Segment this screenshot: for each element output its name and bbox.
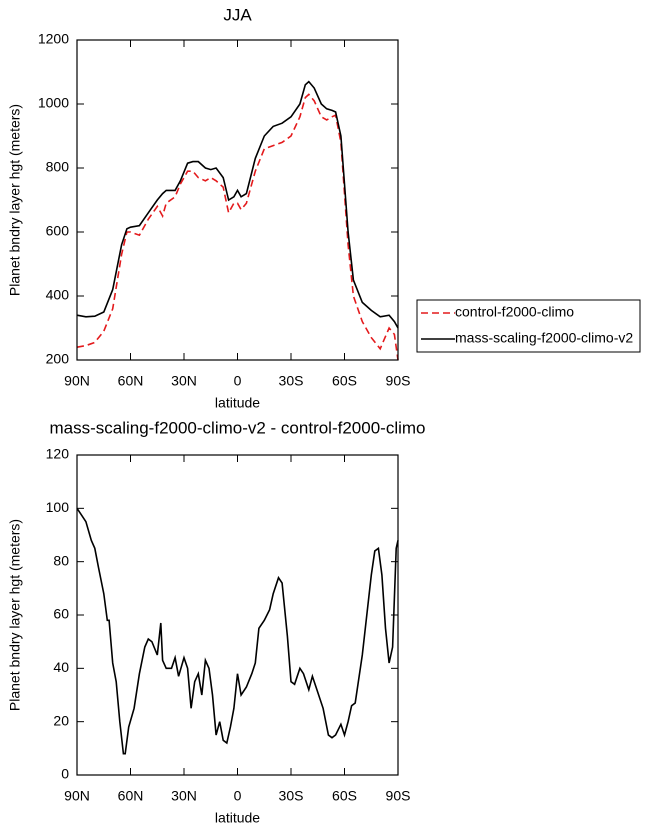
chart-title: JJA (223, 5, 252, 24)
x-tick-label: 60N (118, 788, 144, 804)
y-axis-label: Planet bndry layer hgt (meters) (7, 104, 23, 296)
legend-label: mass-scaling-f2000-climo-v2 (455, 330, 633, 346)
data-line (76, 80, 399, 329)
y-axis-label: Planet bndry layer hgt (meters) (7, 519, 23, 711)
y-tick-label: 20 (53, 712, 69, 728)
x-tick-label: 0 (234, 788, 242, 804)
plot-frame (76, 454, 399, 776)
x-tick-label: 90N (64, 788, 90, 804)
x-tick-label: 30N (171, 373, 197, 389)
y-tick-label: 1000 (38, 95, 69, 111)
y-tick-label: 400 (46, 287, 70, 303)
y-tick-label: 80 (53, 552, 69, 568)
x-tick-label: 90N (64, 373, 90, 389)
y-tick-label: 800 (46, 159, 70, 175)
data-line (76, 507, 399, 755)
x-tick-label: 30S (279, 373, 304, 389)
x-tick-label: 0 (234, 373, 242, 389)
x-tick-label: 30N (171, 788, 197, 804)
y-tick-label: 1200 (38, 31, 69, 47)
y-tick-label: 40 (53, 659, 69, 675)
x-axis-label: latitude (215, 810, 260, 826)
y-tick-label: 60 (53, 606, 69, 622)
y-tick-label: 200 (46, 351, 70, 367)
x-tick-label: 90S (386, 788, 411, 804)
x-tick-label: 30S (279, 788, 304, 804)
y-tick-label: 120 (46, 446, 70, 462)
legend-box (416, 299, 641, 353)
plot-frame (76, 39, 399, 361)
data-line (76, 93, 399, 361)
y-tick-label: 100 (46, 499, 70, 515)
legend-label: control-f2000-climo (455, 304, 574, 320)
x-tick-label: 60S (332, 373, 357, 389)
x-tick-label: 60N (118, 373, 144, 389)
chart-title: mass-scaling-f2000-climo-v2 - control-f2… (49, 418, 425, 437)
x-axis-label: latitude (215, 395, 260, 411)
x-tick-label: 90S (386, 373, 411, 389)
y-tick-label: 0 (61, 766, 69, 782)
y-tick-label: 600 (46, 223, 70, 239)
x-tick-label: 60S (332, 788, 357, 804)
